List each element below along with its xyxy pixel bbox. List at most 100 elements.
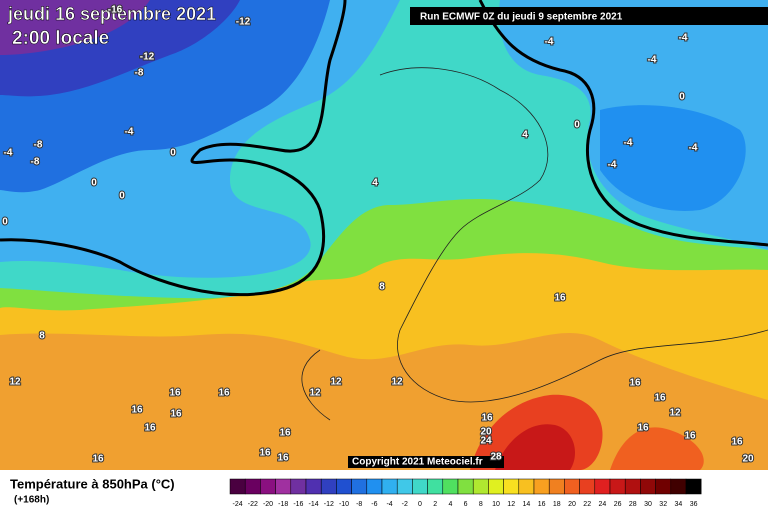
zone-arctic: [0, 0, 150, 55]
colorbar-cell: [229, 478, 246, 495]
contour-label: 0: [91, 178, 97, 189]
colorbar-label: 6: [464, 501, 468, 508]
colorbar-label: 34: [675, 501, 683, 508]
contour-label: 12: [9, 377, 21, 388]
colorbar-label: 0: [418, 501, 422, 508]
contour-label: 16: [554, 293, 566, 304]
colorbar-cell: [548, 478, 565, 495]
contour-label: -4: [545, 37, 554, 48]
contour-label: 16: [169, 388, 181, 399]
colorbar-label: 20: [568, 501, 576, 508]
contour-label: 12: [309, 388, 321, 399]
contour-label: 24: [480, 436, 492, 447]
colorbar-cell: [685, 478, 702, 495]
colorbar-label: 14: [523, 501, 531, 508]
colorbar-label: -10: [339, 501, 349, 508]
contour-label: 16: [481, 413, 493, 424]
colorbar-label: -22: [248, 501, 258, 508]
contour-label: 8: [39, 331, 45, 342]
colorbar-cell: [488, 478, 504, 495]
colorbar-cell: [412, 478, 428, 495]
contour-label: 0: [574, 120, 580, 131]
colorbar-cell: [518, 478, 535, 495]
run-info: Run ECMWF 0Z du jeudi 9 septembre 2021: [420, 12, 623, 23]
contour-label: -16: [108, 5, 123, 16]
colorbar-label: 30: [644, 501, 652, 508]
contour-label: -4: [608, 160, 617, 171]
colorbar-label: -18: [278, 501, 288, 508]
colorbar-label: 8: [479, 501, 483, 508]
colorbar-cell: [594, 478, 611, 495]
contour-label: 16: [684, 431, 696, 442]
contour-label: -4: [648, 55, 657, 66]
zero-isotherm: [0, 0, 768, 297]
colorbar: -24 -22 -20 -18 -16 -14 -12 -10 -8 -6 -4 -2 0 2 4 6 8 10 1…: [229, 478, 702, 508]
contour-label: 0: [119, 191, 125, 202]
zone-very-hot: [495, 424, 575, 470]
colorbar-label: -16: [293, 501, 303, 508]
colorbar-label: 12: [507, 501, 515, 508]
contour-label: -4: [679, 33, 688, 44]
colorbar-label: 4: [448, 501, 452, 508]
contour-label: 16: [259, 448, 271, 459]
colorbar-label: 22: [583, 501, 591, 508]
lead-time: (+168h): [14, 495, 49, 506]
contour-label: 16: [637, 423, 649, 434]
colorbar-cell: [457, 478, 474, 495]
colorbar-cell: [670, 478, 687, 495]
coastlines: [301, 67, 768, 421]
colorbar-cell: [579, 478, 596, 495]
colorbar-cell: [503, 478, 520, 495]
colorbar-label: -12: [324, 501, 334, 508]
colorbar-cell: [336, 478, 352, 495]
contour-label: 20: [742, 454, 754, 465]
colorbar-cell: [381, 478, 398, 495]
contour-label: -8: [31, 157, 40, 168]
colorbar-label: 2: [433, 501, 437, 508]
contour-label: 16: [629, 378, 641, 389]
contour-label: 28: [490, 452, 502, 463]
contour-label: -4: [125, 127, 134, 138]
colorbar-label: -8: [356, 501, 362, 508]
colorbar-cell: [564, 478, 580, 495]
colorbar-label: 16: [538, 501, 546, 508]
contour-label: 16: [131, 405, 143, 416]
contour-label: 0: [679, 92, 685, 103]
colorbar-cell: [396, 478, 413, 495]
contour-label: 16: [277, 453, 289, 464]
colorbar-cell: [305, 478, 322, 495]
colorbar-cell: [244, 478, 261, 495]
colorbar-cell: [533, 478, 550, 495]
contour-label: -8: [34, 140, 43, 151]
contour-label: 12: [669, 408, 681, 419]
contour-label: -12: [140, 52, 155, 63]
colorbar-cell: [320, 478, 337, 495]
colorbar-label: -20: [263, 501, 273, 508]
contour-labels: -16 -12 -12 -8 -4 -8 -4 -8 0 0 0 0 4 4 0 -4 -4 -4 0 -4 -4 -4 8…: [1, 4, 755, 466]
colorbar-label: -6: [371, 501, 377, 508]
contour-label: 16: [654, 393, 666, 404]
copyright: Copyright 2021 Meteociel.fr: [352, 457, 483, 468]
colorbar-cell: [275, 478, 292, 495]
colorbar-cell: [655, 478, 672, 495]
forecast-time: 2:00 locale: [12, 28, 109, 49]
contour-label: 12: [391, 377, 403, 388]
colorbar-cell: [351, 478, 368, 495]
colorbar-cell: [624, 478, 641, 495]
contour-label: 16: [92, 454, 104, 465]
contour-label: -4: [4, 148, 13, 159]
run-banner: [410, 7, 768, 25]
colorbar-cell: [472, 478, 489, 495]
colorbar-label: 28: [629, 501, 637, 508]
contour-label: 12: [330, 377, 342, 388]
contour-label: -12: [236, 17, 251, 28]
contour-label: 0: [170, 148, 176, 159]
colorbar-label: -24: [233, 501, 243, 508]
contour-label: 16: [170, 409, 182, 420]
colorbar-label: 26: [614, 501, 622, 508]
colorbar-cell: [442, 478, 459, 495]
contour-label: 4: [522, 130, 528, 141]
contour-label: 16: [218, 388, 230, 399]
contour-label: -4: [689, 143, 698, 154]
